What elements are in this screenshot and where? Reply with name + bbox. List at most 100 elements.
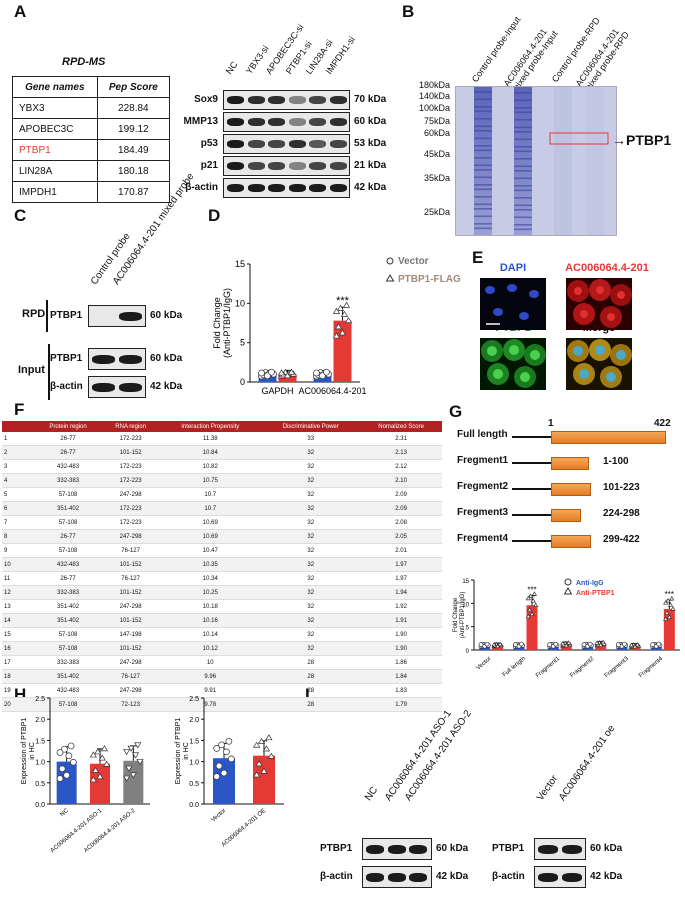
data-point (136, 759, 144, 766)
table-cell: 32 (261, 599, 361, 614)
data-point (89, 776, 97, 783)
blot-band (288, 140, 306, 148)
data-point (220, 769, 228, 777)
blot-band (538, 845, 558, 854)
table-cell: 2 (2, 445, 34, 460)
table-row: 10 432-483 101-152 10.35 32 1.97 (2, 557, 442, 572)
fragment-linker (512, 514, 551, 516)
table-row: 19 432-483 247-298 9.91 28 1.83 (2, 683, 442, 698)
fragment-range: 299-422 (603, 534, 640, 545)
table-cell: 10 (159, 655, 262, 670)
gel-band (514, 177, 532, 180)
table-cell: 2.05 (360, 529, 442, 544)
table-cell: 15 (2, 627, 34, 642)
data-point (529, 611, 535, 616)
data-point (253, 741, 261, 748)
table-cell: 76-127 (102, 571, 160, 586)
blot-band (227, 184, 244, 192)
kda-label: 60 kDa (436, 843, 469, 854)
legend-marker (563, 587, 573, 595)
gel-lane-4 (586, 87, 604, 235)
data-point (227, 755, 235, 763)
bar (90, 763, 110, 804)
kda-label: 42 kDa (354, 182, 387, 193)
data-point (615, 642, 621, 647)
chart-d: 0 5 10 15 Fold Change(Anti-PTBP1/IgG) GAPDH **… (212, 256, 461, 396)
table-row: 20 57-108 72-123 9.78 28 1.79 (2, 697, 442, 712)
table-cell: 9 (2, 543, 34, 558)
table-cell: 10.7 (159, 501, 262, 516)
data-point (664, 610, 670, 615)
data-point (56, 749, 64, 756)
panel-label-c: C (14, 206, 27, 225)
gel-band (514, 107, 532, 109)
data-point (125, 765, 133, 772)
lncrna-image (566, 278, 632, 330)
gel-band (514, 150, 532, 153)
table-cell: 32 (261, 445, 361, 460)
data-point (123, 775, 131, 782)
blot-band (92, 355, 115, 364)
data-point (127, 745, 135, 752)
table-cell: 1 (2, 432, 34, 446)
table-cell: 76-127 (102, 669, 160, 684)
blot-band (268, 140, 285, 148)
bar (253, 755, 275, 804)
blot-band (409, 873, 427, 882)
y-tick-label: 0.0 (189, 802, 199, 809)
western-blot-strip (362, 866, 432, 888)
gel-lane-1 (474, 87, 492, 235)
data-point (526, 606, 533, 612)
data-point (253, 771, 261, 778)
western-blot-strip (534, 838, 586, 860)
table-cell: 28 (261, 697, 361, 712)
fragment-linker (512, 540, 551, 542)
data-point (587, 641, 593, 647)
panel-label-f: F (14, 400, 25, 419)
western-blot-strip (223, 178, 350, 198)
data-point (332, 307, 341, 314)
blot-band (387, 845, 406, 854)
lane-label: NC (223, 59, 240, 76)
kda-label: 53 kDa (354, 138, 387, 149)
blot-band (247, 184, 265, 192)
gel-lane-label: AC006064.4-201 mixed probe-RPD (573, 26, 632, 94)
gel-band (474, 223, 492, 225)
data-point (581, 642, 587, 647)
data-point (336, 304, 345, 311)
x-tick-label: AC006064.4-201 (298, 386, 366, 396)
table-cell: 14 (2, 613, 34, 628)
blot-band (247, 140, 265, 148)
gel-band (474, 169, 492, 171)
table-cell: 10.12 (159, 641, 262, 656)
table-cell: 17 (2, 655, 34, 670)
y-tick-label: 5 (466, 626, 470, 632)
protein-label: MMP13 (183, 116, 218, 127)
table-cell: 16 (2, 641, 34, 656)
lane-label: Vector (534, 773, 561, 803)
y-axis-label-line: in HC (29, 742, 36, 760)
dapi-image (480, 278, 546, 330)
data-point (257, 737, 266, 744)
blot-band (227, 162, 244, 170)
y-tick-label: 1.0 (35, 760, 45, 767)
blot-band (288, 96, 306, 104)
table-cell: 147-198 (102, 627, 160, 642)
data-point (497, 641, 503, 646)
gel-band (474, 125, 492, 128)
gel-band (514, 170, 532, 172)
data-point (560, 640, 566, 646)
data-point (213, 744, 221, 752)
table-header: Protein region (34, 421, 103, 432)
table-row: 17 332-383 247-298 10 28 1.86 (2, 655, 442, 670)
blot-band (247, 162, 265, 170)
table-cell: 10.16 (159, 613, 262, 628)
blot-band (309, 96, 326, 104)
gel-lane-2 (514, 87, 532, 235)
y-tick-label: 0.0 (35, 802, 45, 809)
table-cell: 10.69 (159, 529, 262, 544)
table-cell: 10.18 (159, 599, 262, 614)
kda-label: 60 kDa (150, 353, 183, 364)
data-point (255, 760, 263, 767)
gel-band (474, 118, 492, 120)
